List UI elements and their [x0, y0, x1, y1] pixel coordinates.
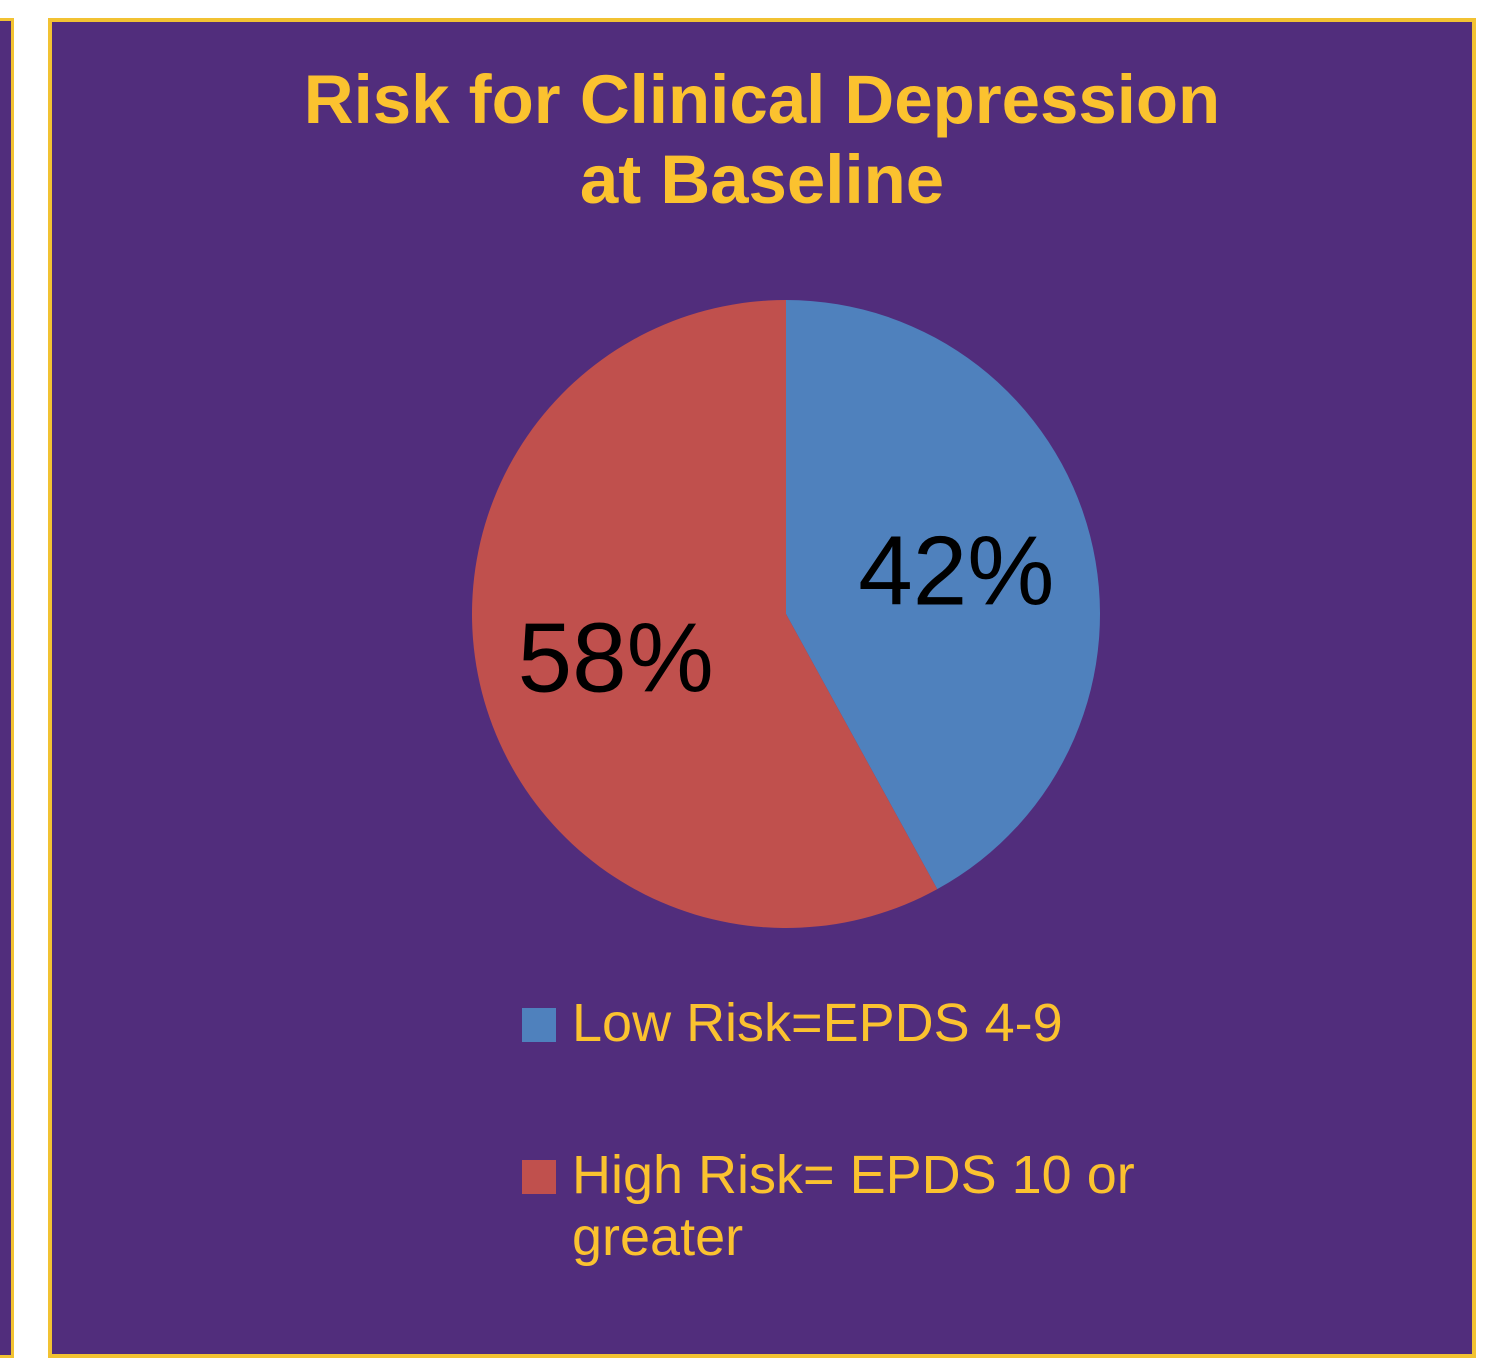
legend-item-low-risk: Low Risk=EPDS 4-9 — [522, 992, 1222, 1054]
legend-item-high-risk: High Risk= EPDS 10 or greater — [522, 1144, 1222, 1268]
pie-slice-label-0: 42% — [858, 515, 1054, 625]
legend-swatch-high-risk — [522, 1160, 556, 1194]
chart-title: Risk for Clinical Depression at Baseline — [52, 60, 1472, 220]
legend-swatch-low-risk — [522, 1008, 556, 1042]
pie-slice-1 — [471, 300, 938, 928]
chart-panel: Risk for Clinical Depression at Baseline… — [48, 18, 1476, 1358]
legend-label-high-risk: High Risk= EPDS 10 or greater — [572, 1145, 1135, 1267]
pie-slice-0 — [786, 300, 1100, 890]
pie-slice-label-1: 58% — [518, 603, 714, 713]
pie-slices — [471, 300, 1100, 928]
chart-legend: Low Risk=EPDS 4-9 High Risk= EPDS 10 or … — [522, 992, 1222, 1358]
chart-title-line-1: Risk for Clinical Depression — [303, 61, 1221, 138]
chart-title-line-2: at Baseline — [579, 141, 945, 218]
pie-chart: 42% 58% — [471, 300, 1100, 928]
left-panel-edge — [0, 18, 14, 1358]
legend-label-low-risk: Low Risk=EPDS 4-9 — [572, 993, 1063, 1053]
pie-labels: 42% 58% — [518, 515, 1055, 712]
